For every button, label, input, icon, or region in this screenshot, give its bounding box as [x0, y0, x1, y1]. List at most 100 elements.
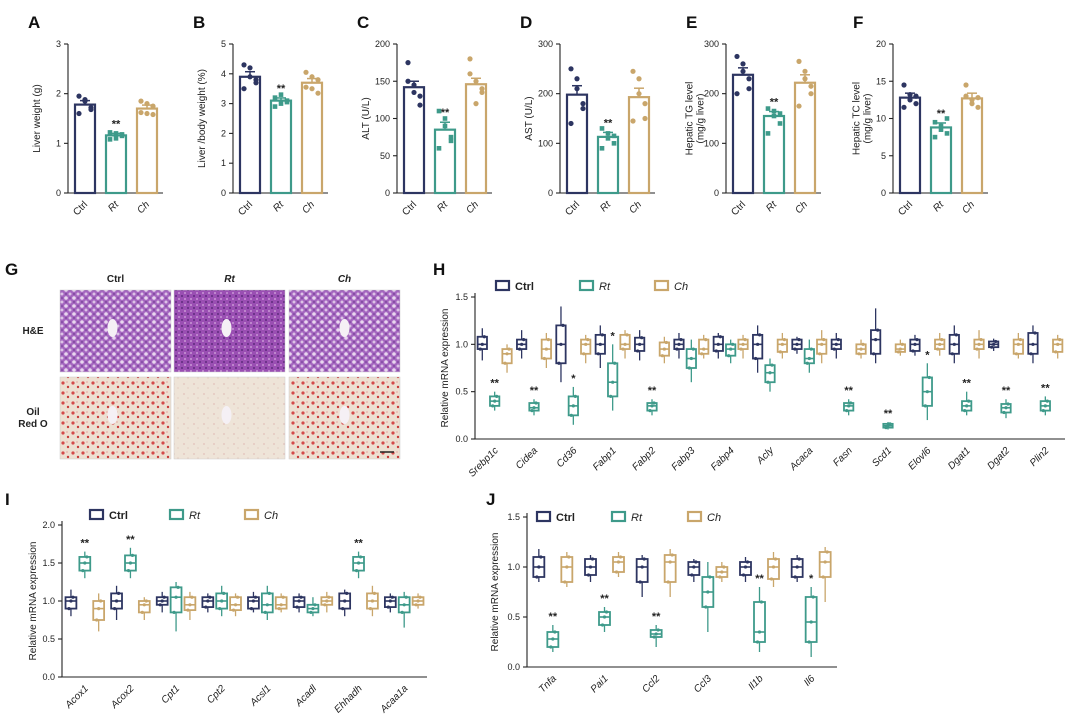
data-point — [253, 595, 258, 599]
data-point — [765, 106, 771, 111]
data-point — [473, 101, 479, 107]
data-point — [150, 103, 156, 109]
data-point — [975, 347, 979, 351]
x-tick-label: Cd36 — [555, 445, 580, 470]
data-point — [611, 133, 617, 139]
data-point — [186, 608, 190, 612]
y-tick-label: 1.5 — [455, 292, 468, 302]
data-point — [950, 352, 954, 356]
y-tick-label: 0.0 — [42, 672, 55, 682]
data-point — [666, 580, 670, 584]
histology-row-label: H&E — [22, 326, 43, 337]
bar-ch — [627, 96, 651, 195]
box-rt — [803, 348, 815, 365]
x-tick-label: Rt — [931, 198, 947, 214]
x-tick-label: Fabp1 — [591, 445, 619, 473]
data-point — [741, 573, 746, 577]
data-point — [568, 120, 574, 127]
data-point — [567, 555, 571, 559]
x-tick-label: Plin2 — [1028, 445, 1052, 469]
box-ch — [137, 600, 151, 614]
bar-chart-panel-a: A 0 1 2 3 Liver weight (g) Ctrl ** Rt Ch — [28, 13, 163, 218]
data-point — [662, 347, 666, 351]
data-point — [586, 573, 591, 577]
x-tick-label: Ctrl — [729, 199, 748, 218]
data-point — [549, 645, 553, 649]
data-point — [112, 607, 117, 611]
data-point — [220, 599, 224, 603]
data-point — [1058, 338, 1062, 342]
panel-label: F — [853, 13, 863, 32]
data-point — [162, 595, 166, 599]
legend-swatch-ctrl — [494, 279, 511, 292]
data-point — [652, 401, 656, 405]
panel-label: A — [28, 13, 40, 32]
data-point — [295, 605, 299, 609]
x-tick-label: Ctrl — [236, 199, 255, 218]
data-point — [630, 118, 636, 124]
bar-ch — [793, 81, 817, 195]
x-tick-label: Fabp4 — [709, 445, 737, 473]
data-point — [642, 115, 648, 122]
data-point — [706, 590, 710, 594]
data-point — [507, 347, 511, 351]
y-tick-label: 100 — [704, 138, 719, 148]
data-point — [859, 347, 863, 351]
y-tick-label: 0 — [385, 188, 390, 198]
data-point — [404, 595, 408, 599]
y-tick-label: 0 — [881, 188, 886, 198]
data-point — [354, 569, 359, 573]
data-point — [83, 561, 87, 565]
y-tick-label: 3 — [56, 39, 61, 49]
data-point — [716, 342, 720, 346]
data-point — [821, 575, 825, 579]
data-point — [613, 361, 617, 365]
bar-chart-panel-c: C 0 50 100 150 200 ALT (U/L) Ctrl ** Rt Ch — [357, 13, 492, 218]
data-point — [630, 68, 636, 74]
legend-label: Ch — [264, 510, 278, 522]
data-point — [809, 620, 813, 624]
data-point — [537, 565, 541, 569]
data-point — [636, 91, 642, 97]
data-point — [822, 338, 826, 342]
data-point — [954, 333, 958, 337]
data-point — [405, 60, 411, 66]
y-tick-label: 1.0 — [455, 339, 468, 349]
data-point — [277, 607, 281, 611]
y-tick-label: 1.0 — [507, 562, 520, 572]
data-point — [756, 342, 760, 346]
data-point — [251, 599, 256, 603]
data-point — [845, 409, 849, 413]
data-point — [927, 375, 931, 380]
data-point — [81, 569, 85, 573]
data-point — [938, 127, 944, 132]
x-tick-label: Cpt2 — [205, 683, 228, 706]
data-point — [739, 347, 743, 351]
data-point — [718, 575, 722, 579]
vein-shape — [339, 406, 350, 424]
data-point — [71, 595, 75, 599]
legend-label: Ctrl — [556, 512, 575, 524]
data-point — [402, 603, 406, 607]
data-point — [107, 130, 113, 135]
x-tick-label: Acadl — [293, 683, 320, 710]
data-point — [140, 610, 144, 615]
data-point — [944, 116, 950, 121]
bar-rt — [104, 134, 128, 195]
x-tick-label: Acox2 — [108, 683, 136, 711]
data-point — [769, 577, 774, 581]
data-point — [241, 86, 247, 92]
x-tick-label: Ccl2 — [640, 673, 662, 695]
x-tick-label: Dgat1 — [946, 445, 973, 472]
data-point — [113, 136, 119, 141]
data-point — [625, 333, 629, 337]
data-point — [553, 630, 557, 634]
data-point — [623, 342, 627, 346]
data-point — [341, 607, 345, 611]
data-point — [67, 607, 71, 611]
x-tick-label: Ch — [464, 199, 481, 216]
box-rt — [607, 362, 619, 398]
data-point — [388, 599, 392, 603]
data-point — [160, 599, 164, 603]
data-point — [886, 424, 890, 428]
